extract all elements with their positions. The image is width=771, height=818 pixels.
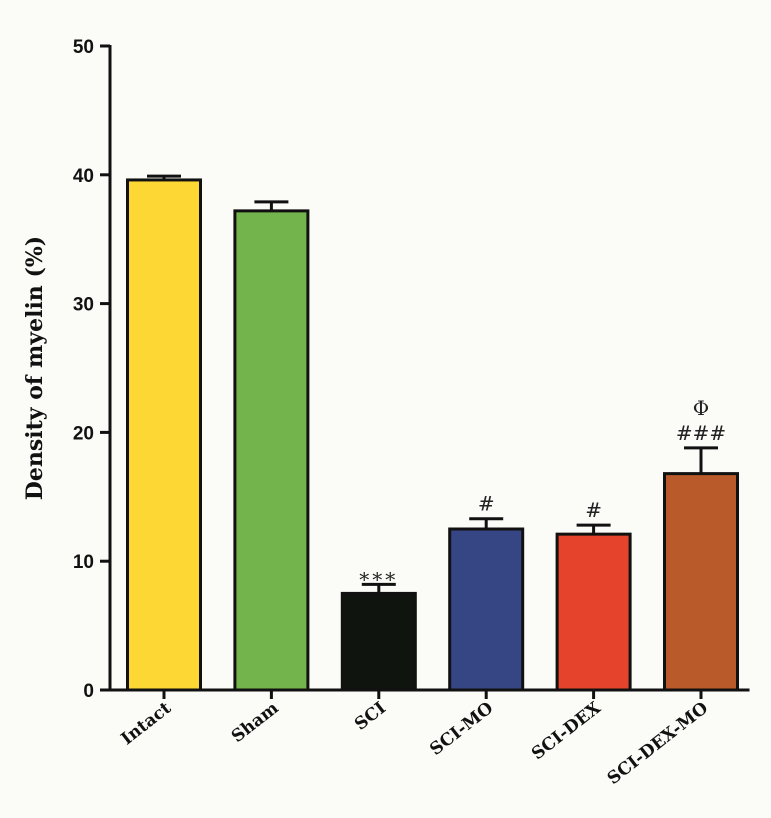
bar bbox=[126, 178, 202, 692]
bar bbox=[233, 209, 310, 692]
y-tick-label: 20 bbox=[73, 423, 94, 444]
annotations-group: ***# ####Φ bbox=[359, 396, 726, 592]
bar bbox=[340, 591, 417, 692]
x-tick-label: SCI-DEX-MO bbox=[604, 698, 712, 789]
significance-annotation: # bbox=[585, 498, 602, 522]
significance-annotation: # bbox=[478, 492, 495, 516]
x-tick-label: Sham bbox=[228, 698, 283, 747]
x-tick-label: Intact bbox=[118, 698, 176, 749]
x-tick-label: SCI-DEX bbox=[528, 698, 605, 765]
bar bbox=[663, 472, 739, 692]
y-tick-label: 40 bbox=[73, 166, 94, 187]
y-axis-label: Density of myelin (%) bbox=[22, 236, 48, 500]
y-tick-label: 30 bbox=[73, 295, 94, 316]
y-tick-label: 0 bbox=[83, 681, 94, 702]
x-tick-label: SCI bbox=[351, 698, 390, 735]
bars-group bbox=[126, 178, 739, 692]
y-ticks-group: 0 10 20 30 40 50 bbox=[73, 37, 110, 702]
y-tick-label: 10 bbox=[73, 552, 94, 573]
x-tick-label: SCI-MO bbox=[426, 698, 497, 760]
bar bbox=[555, 532, 632, 692]
significance-annotation: *** bbox=[359, 567, 398, 591]
bar bbox=[448, 527, 525, 692]
x-ticks-group: Intact Sham SCI SCI-MO SCI-DEX SCI-DEX-MO bbox=[118, 690, 712, 789]
significance-annotation: Φ bbox=[693, 396, 709, 420]
y-tick-label: 50 bbox=[73, 37, 94, 58]
significance-annotation: ### bbox=[676, 421, 726, 445]
error-bars-group bbox=[147, 174, 718, 594]
